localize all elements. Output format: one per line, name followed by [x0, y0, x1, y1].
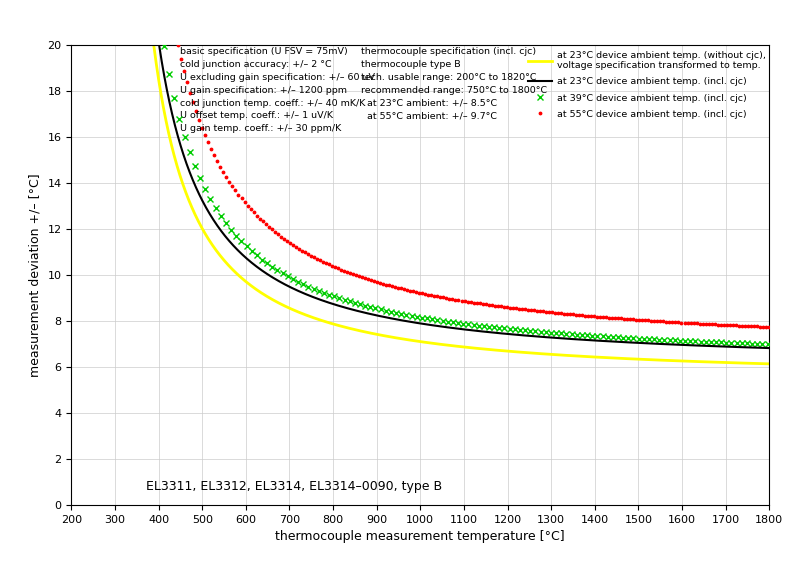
at 39°C device ambient temp. (incl. cjc): [500, 325, 509, 332]
at 39°C device ambient temp. (incl. cjc): [159, 42, 169, 49]
Text: basic specification (U FSV = 75mV)
cold junction accuracy: +/– 2 °C
U excluding : basic specification (U FSV = 75mV) cold …: [179, 47, 374, 134]
at 23°C device ambient temp. (incl. cjc): [673, 342, 683, 348]
at 23°C device ambient temp. (incl. cjc): [773, 345, 783, 352]
at 39°C device ambient temp. (incl. cjc): [773, 341, 783, 348]
at 55°C device ambient temp. (incl. cjc): [285, 240, 294, 246]
at 23°C device ambient temp. (incl. cjc): [155, 42, 164, 49]
at 23°C device ambient temp. (without cjc),
voltage specification transformed to temp.: [571, 352, 580, 359]
at 23°C device ambient temp. (without cjc),
voltage specification transformed to temp.: [282, 304, 292, 310]
at 23°C device ambient temp. (without cjc),
voltage specification transformed to temp.: [149, 42, 159, 49]
at 23°C device ambient temp. (incl. cjc): [179, 154, 189, 160]
Text: thermocouple specification (incl. cjc)
thermocouple type B
tech. usable range: 2: thermocouple specification (incl. cjc) t…: [361, 47, 547, 121]
X-axis label: thermocouple measurement temperature [°C]: thermocouple measurement temperature [°C…: [275, 530, 565, 543]
Line: at 23°C device ambient temp. (without cjc),
voltage specification transformed to temp.: at 23°C device ambient temp. (without cj…: [154, 45, 778, 364]
at 55°C device ambient temp. (incl. cjc): [773, 324, 783, 331]
at 55°C device ambient temp. (incl. cjc): [333, 265, 343, 272]
at 55°C device ambient temp. (incl. cjc): [722, 321, 731, 328]
at 39°C device ambient temp. (incl. cjc): [644, 335, 653, 342]
at 23°C device ambient temp. (incl. cjc): [320, 298, 329, 305]
at 39°C device ambient temp. (incl. cjc): [288, 276, 297, 283]
at 39°C device ambient temp. (incl. cjc): [582, 332, 592, 339]
Y-axis label: measurement deviation +/– [°C]: measurement deviation +/– [°C]: [29, 173, 42, 376]
Line: at 55°C device ambient temp. (incl. cjc): at 55°C device ambient temp. (incl. cjc): [176, 43, 780, 330]
at 23°C device ambient temp. (incl. cjc): [599, 338, 608, 344]
at 23°C device ambient temp. (without cjc),
voltage specification transformed to temp.: [654, 357, 664, 364]
Text: EL3311, EL3312, EL3314, EL3314–0090, type B: EL3311, EL3312, EL3314, EL3314–0090, typ…: [145, 480, 442, 494]
Line: at 39°C device ambient temp. (incl. cjc): at 39°C device ambient temp. (incl. cjc): [161, 43, 781, 347]
at 23°C device ambient temp. (without cjc),
voltage specification transformed to temp.: [773, 361, 783, 367]
Legend: at 23°C device ambient temp. (without cjc),
voltage specification transformed to: at 23°C device ambient temp. (without cj…: [524, 47, 769, 122]
at 55°C device ambient temp. (incl. cjc): [174, 42, 183, 49]
at 23°C device ambient temp. (incl. cjc): [577, 336, 586, 343]
at 55°C device ambient temp. (incl. cjc): [209, 152, 219, 159]
at 55°C device ambient temp. (incl. cjc): [197, 125, 207, 131]
at 39°C device ambient temp. (incl. cjc): [324, 291, 334, 298]
at 23°C device ambient temp. (without cjc),
voltage specification transformed to temp.: [355, 328, 365, 334]
at 23°C device ambient temp. (incl. cjc): [662, 341, 672, 348]
at 55°C device ambient temp. (incl. cjc): [743, 323, 753, 329]
at 39°C device ambient temp. (incl. cjc): [753, 341, 762, 347]
at 23°C device ambient temp. (without cjc),
voltage specification transformed to temp.: [305, 313, 314, 320]
Line: at 23°C device ambient temp. (incl. cjc): at 23°C device ambient temp. (incl. cjc): [159, 45, 778, 348]
at 23°C device ambient temp. (without cjc),
voltage specification transformed to temp.: [359, 328, 369, 335]
